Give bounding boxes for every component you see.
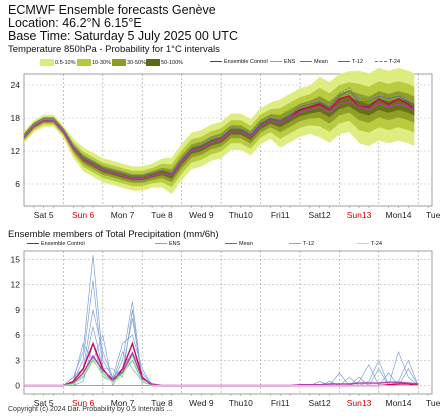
temp-x-day-label: Sun 6 bbox=[72, 210, 94, 220]
precip-x-day-label: Sun13 bbox=[347, 398, 372, 408]
legend-control: Ensemble Control bbox=[27, 241, 85, 247]
legend-t12: T-12 bbox=[338, 59, 363, 65]
legend-label: Mean bbox=[239, 241, 253, 247]
legend-label: 50-100% bbox=[161, 59, 184, 66]
legend-line bbox=[210, 61, 222, 63]
precip-chart-title: Ensemble members of Total Precipitation … bbox=[8, 229, 219, 240]
temp-plot-area: 6 12 18 24 Sat 5 Sun 6 Mon 7 Tue 8 Wed 9 Thu10 Fri… bbox=[11, 67, 440, 220]
legend-mean: Mean bbox=[225, 241, 253, 247]
legend-label: ENS bbox=[169, 241, 181, 247]
legend-line bbox=[357, 243, 369, 245]
legend-bin-0: 0.5-10% bbox=[40, 59, 76, 66]
legend-line bbox=[300, 61, 312, 63]
precip-x-day-label: Thu10 bbox=[229, 398, 253, 408]
header-location-coords: Location: 46.2°N 6.15°E bbox=[8, 16, 142, 30]
legend-swatch bbox=[146, 59, 160, 66]
temp-y-tick-label: 6 bbox=[15, 179, 20, 189]
precip-y-tick-label: 9 bbox=[15, 305, 20, 315]
legend-bin-3: 50-100% bbox=[146, 59, 183, 66]
legend-t24: T-24 bbox=[357, 241, 382, 247]
legend-swatch bbox=[112, 59, 126, 66]
legend-ens: ENS bbox=[270, 59, 295, 65]
temp-x-day-label: Mon14 bbox=[385, 210, 411, 220]
legend-line bbox=[270, 61, 282, 63]
legend-bin-2: 30-50% bbox=[112, 59, 146, 66]
legend-label: ENS bbox=[284, 59, 296, 65]
precip-y-tick-label: 12 bbox=[11, 280, 21, 290]
legend-label: 30-50% bbox=[127, 59, 146, 66]
temperature-chart-subtitle: Temperature 850hPa - Probability for 1°C… bbox=[8, 44, 220, 55]
legend-line bbox=[155, 243, 167, 245]
legend-label: Mean bbox=[314, 59, 328, 65]
temperature-legend: 0.5-10% 10-30% 30-50% 50-100% Ensemble C… bbox=[40, 58, 432, 68]
precip-x-day-label: Sat 5 bbox=[34, 398, 54, 408]
temp-x-day-label: Fri11 bbox=[271, 210, 290, 220]
legend-t24: T-24 bbox=[375, 59, 400, 65]
precip-plot-frame bbox=[23, 250, 433, 395]
precip-x-day-label: Fri11 bbox=[271, 398, 290, 408]
precip-x-day-label: Tue 8 bbox=[151, 398, 173, 408]
legend-label: T-24 bbox=[371, 241, 383, 247]
temp-x-day-label: Mon 7 bbox=[111, 210, 135, 220]
legend-swatch bbox=[77, 59, 91, 66]
header-location-title: ECMWF Ensemble forecasts Genève bbox=[8, 3, 216, 17]
precip-y-tick-label: 6 bbox=[15, 330, 20, 340]
legend-line bbox=[289, 243, 301, 245]
precip-x-day-label: Sat12 bbox=[309, 398, 331, 408]
legend-label: T-24 bbox=[389, 59, 401, 65]
temp-x-day-label: Tue15 bbox=[426, 210, 440, 220]
legend-label: Ensemble Control bbox=[224, 59, 268, 65]
legend-ens: ENS bbox=[155, 241, 180, 247]
temp-series-2 bbox=[23, 89, 415, 177]
precip-x-day-label: Tue15 bbox=[426, 398, 440, 408]
precip-y-tick-label: 3 bbox=[15, 355, 20, 365]
legend-line bbox=[27, 243, 39, 245]
copyright-footer: Copyright (c) 2024 Dar. Probability by 0… bbox=[8, 406, 173, 413]
legend-label: 10-30% bbox=[92, 59, 111, 66]
precip-x-day-label: Wed 9 bbox=[189, 398, 214, 408]
precip-y-tick-label: 15 bbox=[11, 254, 21, 264]
legend-control: Ensemble Control bbox=[210, 59, 268, 65]
temp-x-day-label: Thu10 bbox=[229, 210, 253, 220]
prob-band-2 bbox=[24, 90, 415, 183]
precip-legend: Ensemble Control ENS Mean T-12 T-24 bbox=[27, 240, 432, 249]
temp-y-tick-label: 12 bbox=[11, 146, 21, 156]
temp-x-day-label: Wed 9 bbox=[189, 210, 214, 220]
temp-x-day-label: Tue 8 bbox=[151, 210, 173, 220]
precip-x-day-label: Mon 7 bbox=[111, 398, 135, 408]
prob-band-3 bbox=[24, 96, 415, 181]
temp-x-day-label: Sat12 bbox=[309, 210, 331, 220]
legend-swatch bbox=[40, 59, 54, 66]
legend-line bbox=[338, 61, 350, 63]
legend-line bbox=[375, 61, 387, 63]
temp-x-day-label: Sun13 bbox=[347, 210, 372, 220]
precip-x-day-label: Sun 6 bbox=[72, 398, 94, 408]
temp-y-tick-label: 18 bbox=[11, 113, 21, 123]
precip-plot-area: 0 3 6 9 12 15 Sat 5 Sun 6 Mon 7 Tue 8 Wed 9 Thu10 Fr… bbox=[11, 250, 440, 408]
legend-label: Ensemble Control bbox=[41, 241, 85, 247]
temp-x-day-label: Sat 5 bbox=[34, 210, 54, 220]
legend-label: T-12 bbox=[303, 241, 315, 247]
temp-series-1 bbox=[23, 100, 415, 180]
legend-mean: Mean bbox=[300, 59, 328, 65]
precip-series-3 bbox=[24, 354, 419, 387]
temp-y-tick-label: 24 bbox=[11, 80, 21, 90]
legend-bin-1: 10-30% bbox=[77, 59, 111, 66]
header-base-time: Base Time: Saturday 5 July 2025 00 UTC bbox=[8, 29, 238, 43]
precip-y-tick-label: 0 bbox=[15, 381, 20, 391]
legend-label: 0.5-10% bbox=[55, 59, 76, 66]
legend-t12: T-12 bbox=[289, 241, 314, 247]
legend-line bbox=[225, 243, 237, 245]
legend-label: T-12 bbox=[352, 59, 364, 65]
precip-x-day-label: Mon14 bbox=[385, 398, 411, 408]
